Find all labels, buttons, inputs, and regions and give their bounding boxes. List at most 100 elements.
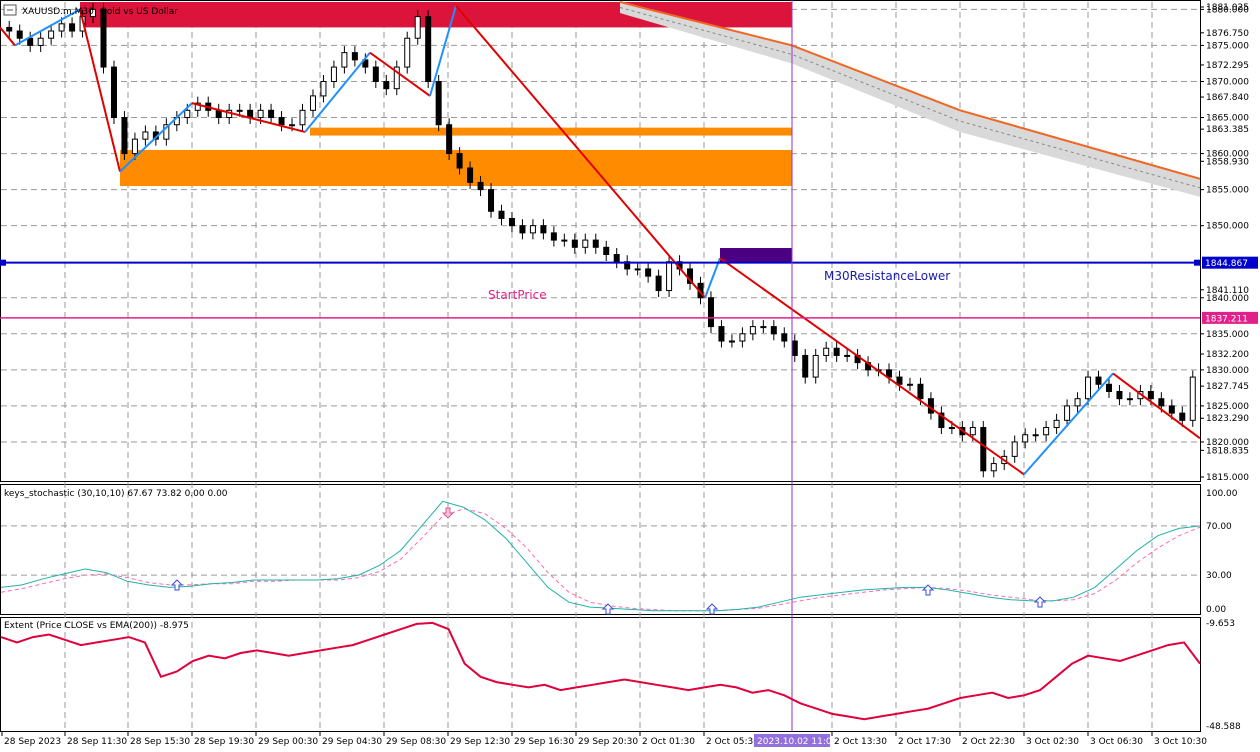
candle-body	[414, 16, 421, 39]
candle-body	[550, 232, 557, 241]
zigzag-segment	[719, 257, 1025, 476]
price-tick-label: 1818.835	[1206, 446, 1249, 456]
stochastic-signal-line	[0, 508, 1201, 612]
zigzag-segment	[191, 102, 306, 133]
price-badge-label: 1837.211	[1205, 314, 1248, 324]
candle-body	[906, 383, 913, 386]
candle-body	[278, 117, 285, 126]
price-tick-label: 1825.000	[1206, 402, 1249, 412]
candle-body	[268, 109, 275, 119]
candle-body	[498, 210, 505, 219]
candle-body	[142, 131, 149, 140]
time-cursor-badge	[754, 734, 830, 747]
candle-body	[100, 8, 107, 68]
candle-body	[1189, 376, 1196, 421]
extent-axis: -9.653 -48.588	[1206, 619, 1241, 732]
zigzag-segment	[304, 52, 371, 133]
candle-body	[519, 225, 526, 234]
candle-body	[634, 268, 641, 271]
candle-body	[477, 181, 484, 191]
price-tick-label: 1820.000	[1206, 438, 1249, 448]
candle-body	[404, 37, 411, 68]
zigzag-segment	[429, 5, 457, 97]
candle-body	[728, 340, 735, 343]
candle-body	[383, 80, 390, 90]
candle-body	[1064, 405, 1071, 421]
candle-body	[1085, 376, 1092, 400]
candle-body	[90, 8, 97, 18]
panel-frames	[0, 0, 1201, 732]
candle-body	[467, 167, 474, 183]
price-badge-label: 1844.867	[1205, 259, 1248, 269]
candle-body	[194, 102, 201, 111]
time-tick-label: 29 Sep 00:30	[258, 737, 318, 747]
stochastic-down-arrow	[441, 507, 455, 519]
horizontal-levels[interactable]	[0, 259, 1200, 319]
price-panel-frame	[0, 0, 1201, 482]
price-tick-label: 1835.000	[1206, 330, 1249, 340]
time-tick-label: 29 Sep 16:30	[514, 737, 574, 747]
candle-body	[938, 412, 945, 429]
zigzag-segment	[369, 51, 431, 97]
candle-body	[1011, 441, 1018, 457]
stochastic-tick-label: 70.00	[1206, 522, 1232, 532]
candle-body	[823, 347, 830, 356]
time-tick-label: 29 Sep 12:30	[450, 737, 510, 747]
extent-panel-frame	[0, 617, 1201, 732]
candle-body	[917, 383, 924, 400]
price-tick-label: 1855.000	[1206, 186, 1249, 196]
ema-band	[619, 1, 1201, 197]
candle-body	[16, 30, 23, 39]
ema-upper-line	[619, 1, 1201, 180]
candle-body	[320, 80, 327, 97]
price-zones	[80, 2, 792, 263]
stochastic-axis: 100.00 70.00 30.00 0.00	[1, 489, 1238, 615]
candle-body	[163, 124, 170, 140]
candle-body	[1053, 419, 1060, 429]
time-tick-label: 29 Sep 20:30	[578, 737, 638, 747]
candle-body	[613, 254, 620, 263]
time-cursor-label: 2023.10.02 11:00	[757, 737, 838, 747]
price-tick-label: 1867.840	[1206, 93, 1249, 103]
price-badge-bg	[1202, 256, 1258, 269]
candle-body	[582, 239, 589, 248]
zigzag-segment	[14, 8, 81, 47]
candle-body	[655, 275, 662, 292]
candle-body	[393, 66, 400, 90]
candle-body	[1179, 412, 1186, 421]
zigzag-segment	[704, 257, 721, 299]
time-tick-label: 29 Sep 08:30	[386, 737, 446, 747]
time-tick-label: 3 Oct 02:30	[1026, 737, 1079, 747]
candle-body	[6, 26, 13, 32]
candle-body	[540, 225, 547, 234]
price-tick-label: 1860.000	[1206, 150, 1249, 160]
ema-band-fill	[620, 2, 1200, 197]
candle-body	[718, 326, 725, 342]
price-tick-label: 1865.000	[1206, 114, 1249, 124]
zigzag-segment	[79, 9, 121, 172]
candle-body	[58, 23, 65, 32]
price-tick-label: 1881.025	[1206, 3, 1249, 13]
price-tick-label: 1815.000	[1206, 473, 1249, 483]
extent-title: Extent (Price CLOSE vs EMA(200)) -8.975	[4, 621, 189, 631]
candle-body	[812, 354, 819, 378]
candle-body	[508, 217, 515, 227]
chart-settings-icon[interactable]	[3, 4, 17, 16]
level-handle	[0, 259, 6, 266]
time-tick-label: 2 Oct 05:30	[706, 737, 759, 747]
candle-body	[1158, 398, 1165, 407]
candle-body	[1116, 390, 1123, 400]
stochastic-arrows	[170, 507, 1047, 615]
candle-body	[781, 333, 788, 342]
candle-body	[446, 124, 453, 155]
candle-body	[791, 340, 798, 356]
stochastic-up-arrow	[705, 603, 719, 615]
price-tick-label: 1875.000	[1206, 41, 1249, 51]
candle-body	[351, 52, 358, 61]
candle-body	[425, 16, 432, 82]
stochastic-up-arrow	[601, 603, 615, 615]
price-badge-bg	[1202, 311, 1258, 324]
zigzag-segment	[1112, 372, 1201, 440]
candle-body	[1095, 376, 1102, 385]
